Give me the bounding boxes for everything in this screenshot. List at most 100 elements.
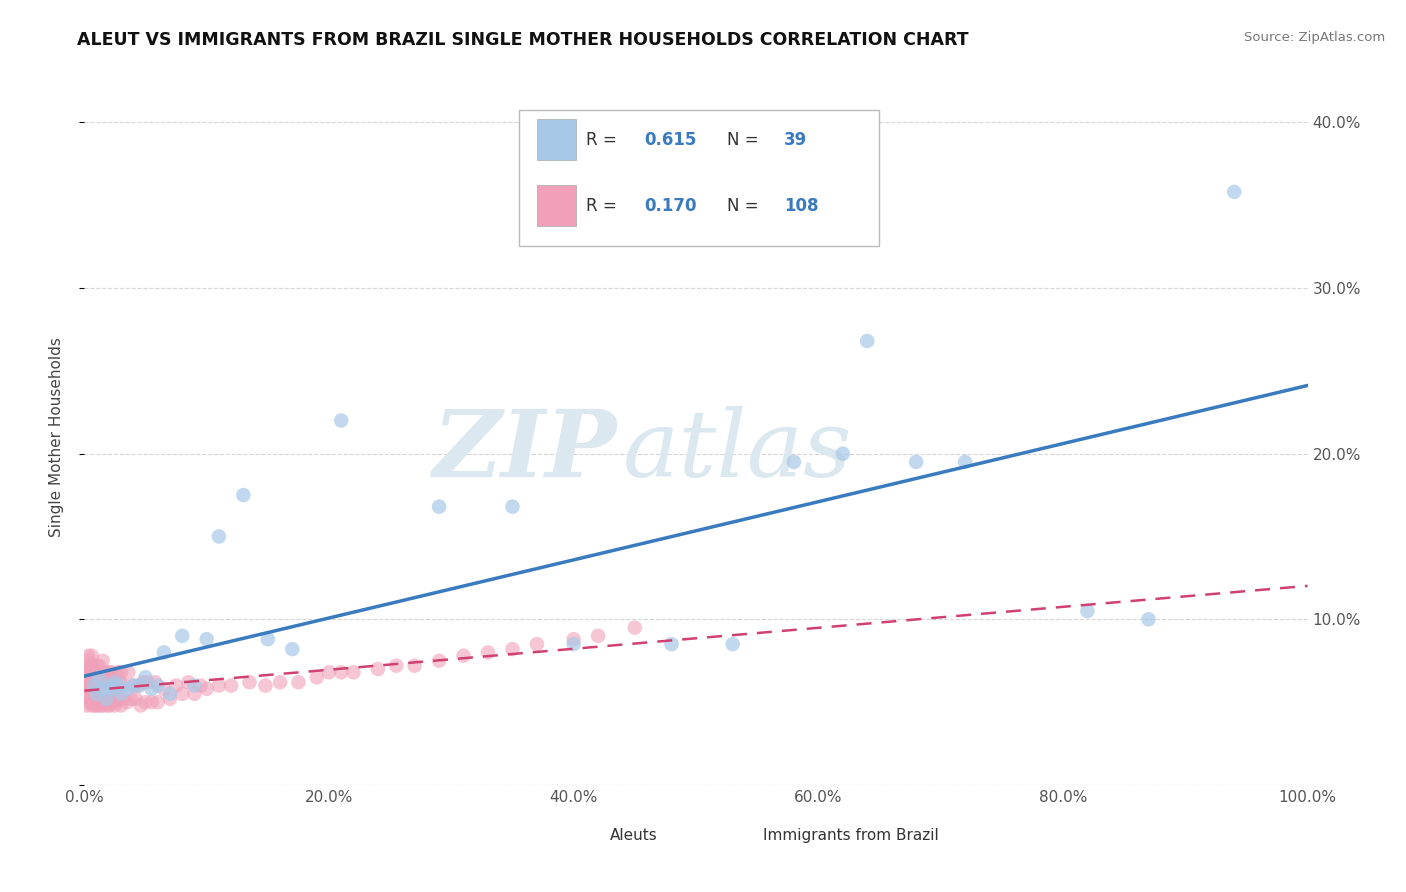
Point bbox=[112, 691, 135, 706]
Text: Source: ZipAtlas.com: Source: ZipAtlas.com bbox=[1244, 31, 1385, 45]
Point bbox=[477, 645, 499, 659]
Point bbox=[100, 665, 122, 680]
Point bbox=[254, 679, 277, 693]
Point bbox=[86, 681, 108, 696]
Text: atlas: atlas bbox=[623, 406, 852, 496]
Point bbox=[75, 681, 97, 696]
Point bbox=[453, 648, 475, 663]
Point bbox=[97, 665, 120, 680]
FancyBboxPatch shape bbox=[565, 818, 605, 853]
Point bbox=[183, 679, 205, 693]
Point bbox=[661, 637, 683, 651]
Point bbox=[91, 695, 114, 709]
Point bbox=[172, 687, 194, 701]
Point bbox=[80, 648, 103, 663]
Text: 0.615: 0.615 bbox=[644, 130, 697, 149]
Point bbox=[110, 665, 132, 680]
Point bbox=[86, 658, 108, 673]
Point bbox=[87, 679, 110, 693]
Point bbox=[76, 665, 98, 680]
Point bbox=[115, 681, 138, 696]
Point bbox=[562, 637, 585, 651]
Text: ALEUT VS IMMIGRANTS FROM BRAZIL SINGLE MOTHER HOUSEHOLDS CORRELATION CHART: ALEUT VS IMMIGRANTS FROM BRAZIL SINGLE M… bbox=[77, 31, 969, 49]
Point bbox=[342, 665, 364, 680]
Point bbox=[562, 632, 585, 647]
Point bbox=[105, 695, 128, 709]
Point bbox=[586, 629, 609, 643]
Point bbox=[77, 665, 100, 680]
Point bbox=[108, 675, 131, 690]
FancyBboxPatch shape bbox=[718, 818, 758, 853]
Point bbox=[90, 675, 112, 690]
Point bbox=[83, 665, 105, 680]
Point bbox=[1076, 604, 1098, 618]
Point bbox=[404, 658, 426, 673]
Text: R =: R = bbox=[586, 130, 621, 149]
Point bbox=[385, 658, 408, 673]
Point bbox=[87, 670, 110, 684]
Text: R =: R = bbox=[586, 197, 621, 215]
Point bbox=[427, 654, 450, 668]
Point bbox=[87, 691, 110, 706]
Point bbox=[141, 695, 163, 709]
Point bbox=[82, 658, 104, 673]
Point bbox=[77, 654, 100, 668]
FancyBboxPatch shape bbox=[537, 120, 576, 161]
Point bbox=[269, 675, 291, 690]
Point bbox=[831, 447, 853, 461]
Point bbox=[83, 698, 105, 713]
Point bbox=[953, 455, 976, 469]
Point bbox=[238, 675, 260, 690]
Point bbox=[183, 687, 205, 701]
Point bbox=[87, 658, 110, 673]
Point bbox=[115, 695, 138, 709]
Point bbox=[190, 679, 212, 693]
Point bbox=[114, 679, 136, 693]
Point bbox=[136, 675, 159, 690]
Point bbox=[120, 691, 142, 706]
Point bbox=[330, 413, 353, 427]
Point bbox=[219, 679, 242, 693]
Point bbox=[232, 488, 254, 502]
Point bbox=[91, 681, 114, 696]
Point bbox=[107, 679, 129, 693]
Point bbox=[159, 687, 181, 701]
Y-axis label: Single Mother Households: Single Mother Households bbox=[49, 337, 63, 537]
Point bbox=[87, 670, 110, 684]
Point bbox=[104, 698, 127, 713]
Point bbox=[89, 675, 111, 690]
Point bbox=[101, 691, 124, 706]
Point bbox=[80, 670, 103, 684]
Point bbox=[76, 679, 98, 693]
Point bbox=[104, 675, 127, 690]
Text: 0.170: 0.170 bbox=[644, 197, 697, 215]
Point bbox=[783, 455, 806, 469]
Point bbox=[330, 665, 353, 680]
Point bbox=[80, 698, 103, 713]
Point bbox=[208, 529, 231, 543]
Point bbox=[159, 691, 181, 706]
FancyBboxPatch shape bbox=[537, 186, 576, 227]
Point bbox=[84, 670, 107, 684]
Point bbox=[287, 675, 309, 690]
Point bbox=[77, 662, 100, 676]
Point bbox=[141, 681, 163, 696]
Point bbox=[91, 654, 114, 668]
Point bbox=[75, 675, 97, 690]
Point bbox=[82, 679, 104, 693]
Point bbox=[526, 637, 548, 651]
Point bbox=[93, 698, 115, 713]
Point bbox=[83, 679, 105, 693]
Point bbox=[87, 698, 110, 713]
Point bbox=[624, 621, 647, 635]
FancyBboxPatch shape bbox=[519, 110, 880, 245]
Point bbox=[91, 675, 114, 690]
Point bbox=[97, 691, 120, 706]
Point bbox=[153, 681, 176, 696]
Point bbox=[79, 679, 101, 693]
Text: N =: N = bbox=[727, 130, 763, 149]
Point bbox=[1223, 185, 1246, 199]
Point bbox=[76, 698, 98, 713]
Point bbox=[97, 698, 120, 713]
Point bbox=[318, 665, 340, 680]
